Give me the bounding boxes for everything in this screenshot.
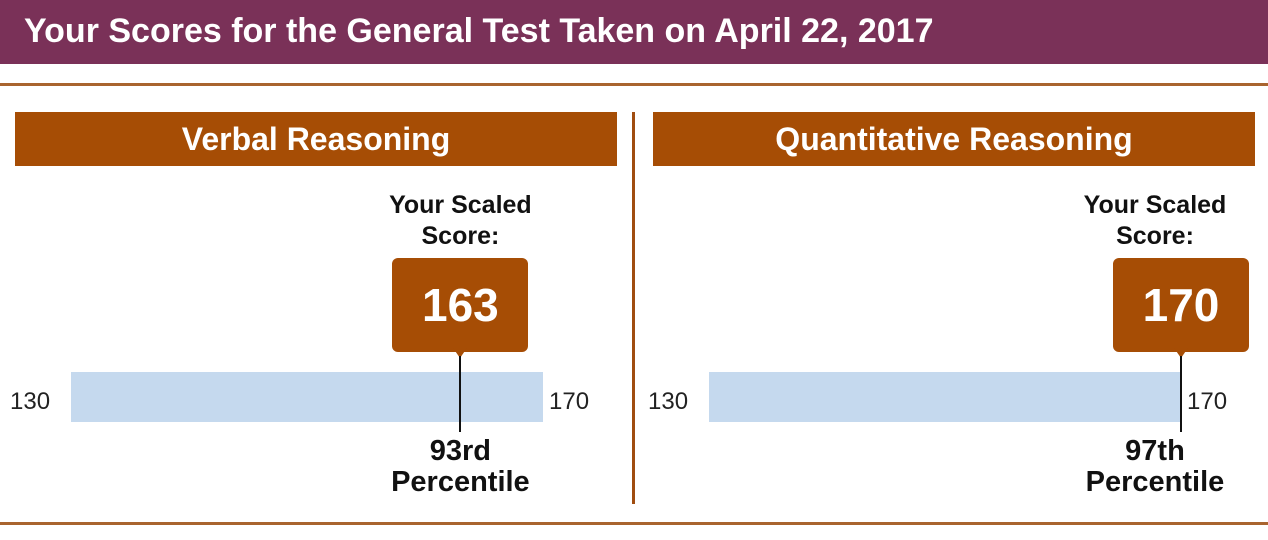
score-marker-line [459, 356, 462, 432]
score-box-verbal: 163 [392, 258, 529, 352]
score-range-bar [709, 372, 1181, 422]
verbal-reasoning-panel: Verbal Reasoning Your Scaled Score: 163 … [10, 112, 617, 512]
page-title: Your Scores for the General Test Taken o… [24, 12, 934, 50]
percentile-label-quantitative: 97th Percentile [1055, 436, 1255, 498]
scale-max-label: 170 [1187, 388, 1228, 415]
panel-divider [632, 112, 635, 504]
scaled-score-label: Your Scaled Score: [1083, 191, 1227, 250]
score-range-bar [71, 372, 543, 422]
score-pointer [453, 348, 468, 358]
section-header-quantitative: Quantitative Reasoning [653, 112, 1255, 166]
scale-max-label: 170 [549, 388, 590, 415]
section-header-verbal: Verbal Reasoning [15, 112, 617, 166]
score-marker-line [1180, 356, 1182, 432]
percentile-value: 97th [1125, 435, 1185, 467]
title-bar: Your Scores for the General Test Taken o… [0, 0, 1268, 64]
top-rule [0, 83, 1268, 86]
scale-min-label: 130 [10, 388, 51, 415]
percentile-label-verbal: 93rd Percentile [360, 436, 560, 498]
score-box-quantitative: 170 [1113, 258, 1249, 352]
bottom-rule [0, 522, 1268, 525]
scaled-score-label: Your Scaled Score: [389, 191, 532, 250]
percentile-word: Percentile [391, 466, 530, 498]
quantitative-reasoning-panel: Quantitative Reasoning Your Scaled Score… [648, 112, 1255, 512]
percentile-word: Percentile [1085, 466, 1225, 498]
scale-min-label: 130 [648, 388, 689, 415]
percentile-value: 93rd [429, 435, 492, 467]
score-pointer [1174, 348, 1188, 358]
